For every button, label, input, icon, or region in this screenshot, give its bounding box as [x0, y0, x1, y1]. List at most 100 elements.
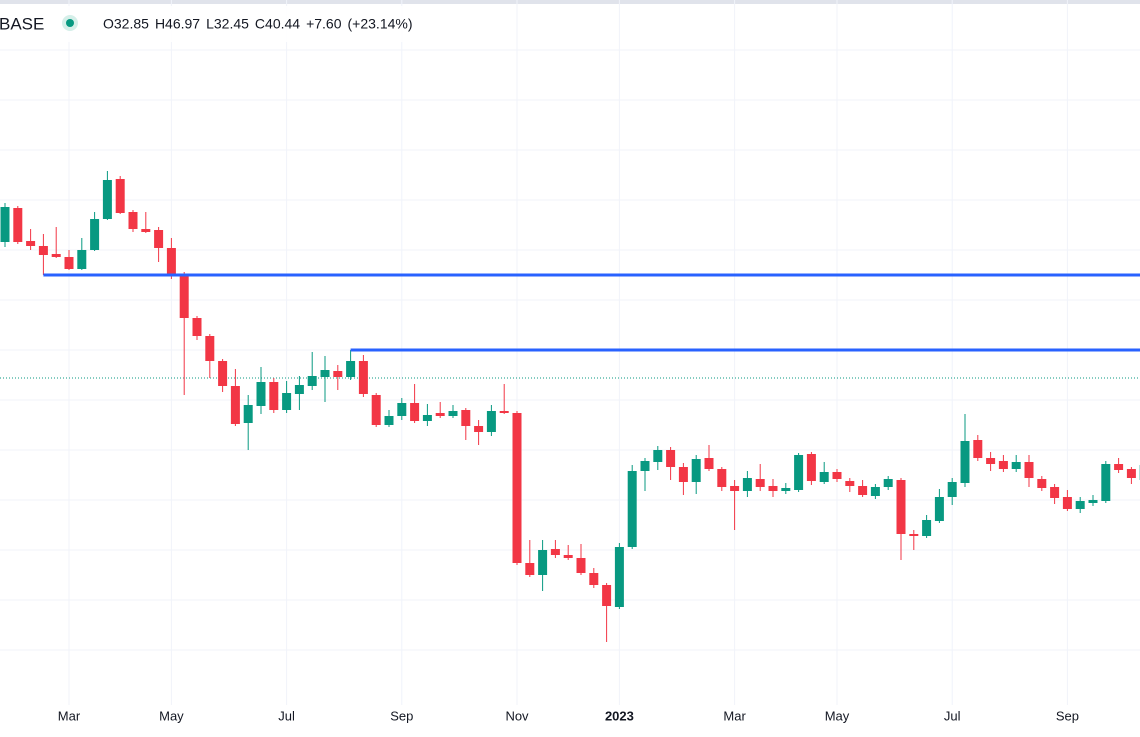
candle-body	[589, 573, 599, 585]
candle-body	[653, 450, 663, 462]
top-border	[0, 0, 1140, 4]
candle-body	[1024, 462, 1034, 478]
symbol: BASE	[0, 14, 44, 33]
candle-body	[1114, 464, 1124, 470]
candle-body	[909, 534, 919, 536]
candle-body	[13, 208, 23, 242]
candle-body	[1011, 462, 1021, 469]
plot	[0, 171, 1140, 642]
candle-body	[730, 486, 740, 491]
candle-body	[1126, 469, 1136, 478]
grid	[0, 0, 1140, 705]
candle-body	[986, 458, 996, 464]
candle-body	[294, 385, 304, 394]
candle-body	[934, 497, 944, 521]
candle-body	[1062, 497, 1072, 509]
candle-body	[90, 219, 100, 250]
x-tick-label: May	[825, 708, 850, 723]
candle-body	[230, 386, 240, 424]
legend-bg	[0, 6, 470, 42]
candle-body	[243, 405, 253, 423]
candle-body	[922, 520, 932, 536]
candle-body	[102, 180, 112, 219]
candle-body	[179, 276, 189, 318]
x-tick-label: Jul	[278, 708, 295, 723]
candle-body	[538, 550, 548, 575]
candle-body	[512, 413, 522, 563]
candle-body	[704, 458, 714, 469]
candle-body	[525, 563, 535, 575]
candle-body	[563, 555, 573, 558]
x-tick-label: Jul	[944, 708, 961, 723]
candle-body	[947, 482, 957, 497]
candle-body	[1101, 464, 1111, 501]
candle-body	[883, 479, 893, 487]
candle-body	[307, 376, 317, 386]
candle-body	[346, 361, 356, 377]
candle-body	[640, 461, 650, 471]
candle-body	[141, 229, 151, 232]
candle-body	[602, 585, 612, 606]
candle-body	[166, 248, 176, 276]
candle-body	[755, 479, 765, 487]
candle-body	[128, 212, 138, 229]
candle-body	[691, 459, 701, 482]
x-tick-label: Nov	[505, 708, 529, 723]
candle-body	[717, 469, 727, 487]
ohlc-legend: O32.85 H46.97 L32.45 C40.44 +7.60 (+23.14%)	[103, 16, 413, 32]
candle-body	[1037, 479, 1047, 488]
candle-body	[742, 478, 752, 491]
time-axis: Mar May Jul Sep Nov 2023 Mar May Jul Sep	[58, 708, 1079, 723]
candle-body	[51, 254, 61, 257]
candle-body	[282, 393, 292, 410]
candle-body	[269, 382, 279, 410]
candle-body	[64, 257, 74, 269]
x-tick-label: May	[159, 708, 184, 723]
candle-body	[614, 547, 624, 607]
candle-body	[845, 481, 855, 486]
candle-body	[384, 416, 394, 425]
candle-body	[154, 230, 164, 248]
candle-body	[1050, 487, 1060, 498]
candle-body	[576, 558, 586, 573]
candle-body	[768, 486, 778, 491]
legend-item: +7.60	[306, 16, 342, 32]
candle-body	[474, 426, 484, 432]
x-tick-label: Sep	[1056, 708, 1079, 723]
candle-body	[550, 549, 560, 555]
legend-item: H46.97	[155, 16, 200, 32]
candle-body	[371, 395, 381, 425]
candle-body	[77, 250, 87, 269]
x-tick-label: Mar	[58, 708, 81, 723]
x-tick-label: 2023	[605, 708, 634, 723]
candle-body	[320, 370, 330, 377]
x-tick-label: Sep	[390, 708, 413, 723]
candle-body	[678, 467, 688, 482]
candle-body	[192, 318, 202, 336]
candle-body	[896, 480, 906, 534]
candle-body	[819, 472, 829, 482]
legend-item: (+23.14%)	[348, 16, 413, 32]
legend-item: C40.44	[255, 16, 300, 32]
candle-body	[960, 441, 970, 483]
candle-body	[973, 440, 983, 458]
candle-body	[422, 415, 432, 421]
candle-body	[26, 241, 36, 246]
candle-body	[870, 487, 880, 496]
candle-body	[832, 472, 842, 479]
candle-body	[781, 488, 791, 491]
legend-item: L32.45	[206, 16, 249, 32]
candle-body	[397, 403, 407, 416]
candle-body	[0, 207, 10, 242]
candle-body	[435, 413, 445, 416]
candle-body	[256, 382, 266, 406]
status-dot	[66, 19, 74, 27]
candle-body	[499, 411, 509, 413]
candle-body	[448, 411, 458, 416]
candle-body	[205, 336, 215, 361]
candle-body	[627, 471, 637, 547]
candle-body	[794, 455, 804, 490]
candle-body	[218, 361, 228, 386]
candle-body	[486, 411, 496, 432]
